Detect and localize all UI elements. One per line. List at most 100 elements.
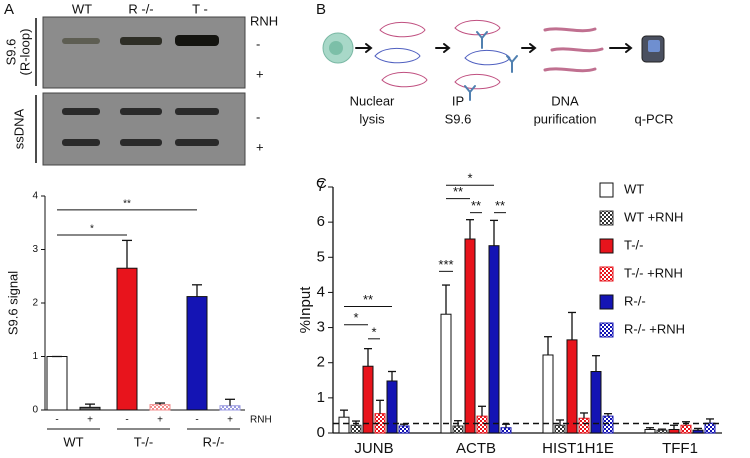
y-tick-label: 2 xyxy=(317,354,325,371)
step-label: q-PCR xyxy=(634,111,673,126)
dna-icon xyxy=(381,72,428,88)
panel-label: A xyxy=(4,1,14,18)
bar xyxy=(578,417,590,434)
significance-label: ** xyxy=(471,198,481,213)
antibody-icon xyxy=(464,31,518,101)
dna-icon xyxy=(464,50,511,66)
bar xyxy=(500,427,512,434)
group-label: T-/- xyxy=(134,434,154,449)
step-label: purification xyxy=(534,111,597,126)
dna-icon xyxy=(379,22,426,38)
bar xyxy=(149,404,171,411)
bar xyxy=(488,245,500,434)
significance-label: * xyxy=(90,224,94,235)
y-tick-label: 0 xyxy=(32,405,38,416)
y-tick-label: 1 xyxy=(32,351,38,362)
y-tick-label: 0 xyxy=(317,424,325,441)
bar xyxy=(644,428,656,434)
blot-band xyxy=(62,139,100,146)
x-tick-label: JUNB xyxy=(354,440,393,457)
y-tick-label: 4 xyxy=(317,283,325,300)
y-axis-label: S9.6 signal xyxy=(5,271,20,335)
x-tick-label: + xyxy=(227,415,233,426)
bar xyxy=(656,429,668,434)
bar xyxy=(668,428,680,434)
x-tick-label: ACTB xyxy=(456,440,496,457)
sign-label: + xyxy=(256,66,264,81)
arrow xyxy=(521,43,537,53)
step-label: lysis xyxy=(359,111,385,126)
legend-label: T-/- xyxy=(624,237,644,252)
bar xyxy=(350,424,362,434)
y-tick-label: 4 xyxy=(32,191,38,202)
bar xyxy=(338,416,350,434)
bar xyxy=(386,380,398,434)
x-tick-label: - xyxy=(195,415,198,426)
legend-label: WT +RNH xyxy=(624,209,683,224)
bar xyxy=(219,405,241,411)
dna-icon xyxy=(454,74,501,90)
significance-label: ** xyxy=(123,199,131,210)
significance-label: * xyxy=(353,310,358,325)
bar xyxy=(186,296,208,411)
group-label: R-/- xyxy=(203,434,225,449)
legend-swatch xyxy=(599,238,614,254)
blot-band xyxy=(120,108,162,115)
blot-band xyxy=(175,108,219,115)
y-tick-label: 5 xyxy=(317,248,325,265)
legend-swatch xyxy=(599,294,614,310)
bar xyxy=(440,313,452,434)
dna-icon xyxy=(454,20,501,36)
y-tick-label: 6 xyxy=(317,213,325,230)
significance-label: * xyxy=(371,324,376,339)
x-tick-label: HIST1H1E xyxy=(542,440,614,457)
row-label: S9.6 xyxy=(3,39,18,66)
y-tick-label: 7 xyxy=(317,178,325,195)
blot-image xyxy=(42,16,246,89)
blot-band xyxy=(120,37,162,45)
sign-label: - xyxy=(256,109,260,124)
row-label: ssDNA xyxy=(11,108,26,149)
bar xyxy=(116,267,138,411)
significance-label: ** xyxy=(453,184,463,199)
legend-swatch xyxy=(599,210,614,226)
bar xyxy=(692,429,704,434)
bar xyxy=(464,238,476,434)
arrow xyxy=(435,43,451,53)
bar xyxy=(542,354,554,434)
legend-label: R-/- +RNH xyxy=(624,321,685,336)
qpcr-screen xyxy=(648,40,660,52)
step-label: DNA xyxy=(551,93,579,108)
significance-label: *** xyxy=(438,257,453,272)
significance-label: ** xyxy=(363,292,373,307)
arrow xyxy=(355,43,373,53)
legend-label: T-/- +RNH xyxy=(624,265,683,280)
x-axis-label: RNH xyxy=(250,415,272,426)
arrow xyxy=(609,43,633,53)
y-tick-label: 3 xyxy=(32,244,38,255)
bar xyxy=(79,406,101,411)
x-tick-label: - xyxy=(55,415,58,426)
bar xyxy=(476,415,488,434)
blot: WT R -/- T - RNH - + - + S9.6 (R-loop) s… xyxy=(3,1,278,166)
x-tick-label: TFF1 xyxy=(662,440,698,457)
lane-label: T - xyxy=(192,1,208,16)
panel-label: B xyxy=(316,1,326,18)
nucleus-icon xyxy=(329,41,343,55)
dna-fragment-icon xyxy=(543,27,604,73)
y-tick-label: 3 xyxy=(317,319,325,336)
panel-label: C xyxy=(316,175,327,192)
blot-band xyxy=(175,139,219,146)
bar xyxy=(554,424,566,434)
blot-band xyxy=(62,38,100,44)
group-label: WT xyxy=(63,434,83,449)
x-tick-label: + xyxy=(157,415,163,426)
treatment-label: RNH xyxy=(250,13,278,28)
bar xyxy=(452,425,464,434)
lane-label: R -/- xyxy=(128,1,153,16)
lane-label: WT xyxy=(72,1,92,16)
legend-swatch xyxy=(599,266,614,282)
